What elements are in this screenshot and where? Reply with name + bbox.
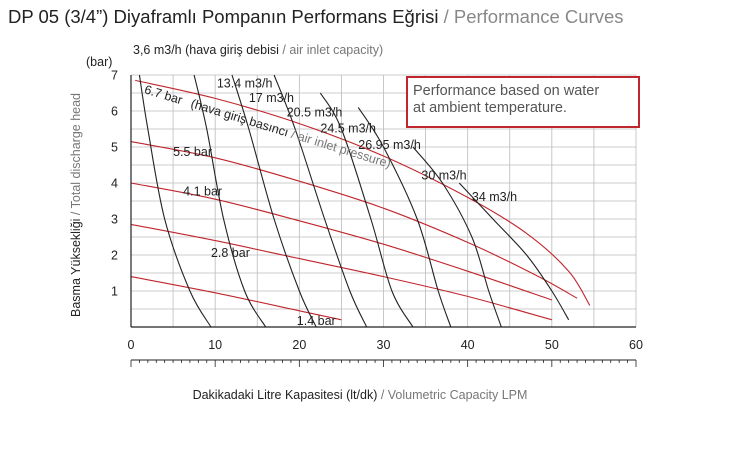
curve-label-34-m3-h: 34 m3/h xyxy=(472,190,517,204)
chart-title-main: DP 05 (3/4”) Diyaframlı Pompanın Perform… xyxy=(8,6,439,27)
curve-label-1-4-bar: 1.4 bar xyxy=(297,314,336,328)
x-tick-label: 10 xyxy=(208,338,222,352)
air-curve-20-5-m3-h xyxy=(273,74,368,328)
x-tick-label: 0 xyxy=(128,338,135,352)
y-tick-label: 6 xyxy=(111,105,118,119)
y-tick-labels: 1 2 3 4 5 6 7 xyxy=(111,69,118,299)
air-inlet-label: 3,6 m3/h (hava giriş debisi / air inlet … xyxy=(133,43,383,57)
y-tick-label: 4 xyxy=(111,177,118,191)
chart-title-sub: Performance Curves xyxy=(453,6,624,27)
y-tick-label: 3 xyxy=(111,213,118,227)
x-axis-label-main: Dakikadaki Litre Kapasitesi (lt/dk) xyxy=(193,388,378,402)
x-tick-label: 50 xyxy=(545,338,559,352)
x-tick-label: 60 xyxy=(629,338,643,352)
curve-label-20-5-m3-h: 20.5 m3/h xyxy=(287,105,343,119)
y-unit-label: (bar) xyxy=(86,55,112,69)
curve-label-26-95-m3-h: 26.95 m3/h xyxy=(358,138,421,152)
note-line-2: at ambient temperature. xyxy=(413,100,567,116)
y-tick-label: 1 xyxy=(111,285,118,299)
pressure-curve-6-7-bar xyxy=(135,79,591,306)
y-axis-label-separator: / xyxy=(69,208,83,218)
air-curve-13-4-m3-h xyxy=(193,74,267,328)
x-axis-label: Dakikadaki Litre Kapasitesi (lt/dk) / Vo… xyxy=(193,388,528,402)
x-axis-label-separator: / xyxy=(377,388,387,402)
air-inlet-label-main: 3,6 m3/h (hava giriş debisi xyxy=(133,43,279,57)
air-curve-26-95-m3-h xyxy=(357,107,452,328)
curve-label-17-m3-h: 17 m3/h xyxy=(249,91,294,105)
pressure-curve-1-4-bar xyxy=(130,276,342,321)
note-box-border xyxy=(406,76,640,128)
x-tick-label: 40 xyxy=(461,338,475,352)
air-inlet-label-sub: air inlet capacity) xyxy=(289,43,383,57)
pressure-curve-4-1-bar xyxy=(130,182,553,301)
chart-title: DP 05 (3/4”) Diyaframlı Pompanın Perform… xyxy=(8,6,624,28)
y-tick-label: 5 xyxy=(111,141,118,155)
curve-label-4-1-bar: 4.1 bar xyxy=(183,185,222,199)
y-axis-label: Basma Yüksekliği / Total discharge head xyxy=(69,93,83,317)
air-inlet-label-separator: / xyxy=(279,43,289,57)
x-tick-label: 20 xyxy=(292,338,306,352)
curve-label-30-m3-h: 30 m3/h xyxy=(421,168,466,182)
note-line-1: Performance based on water xyxy=(413,83,599,99)
y-axis-label-sub: Total discharge head xyxy=(69,93,83,208)
y-tick-label: 2 xyxy=(111,249,118,263)
air-consumption-curves xyxy=(138,74,570,328)
air-curve-34-m3-h xyxy=(458,182,570,321)
air-curve-24-5-m3-h xyxy=(319,92,414,328)
x-axis-label-sub: Volumetric Capacity LPM xyxy=(388,388,528,402)
x-tick-label: 30 xyxy=(377,338,391,352)
curve-label-5-5-bar: 5.5 bar xyxy=(173,145,212,159)
air-pressure-label-separator: / xyxy=(286,126,300,142)
curve-label-2-8-bar: 2.8 bar xyxy=(211,246,250,260)
y-tick-label: 7 xyxy=(111,69,118,83)
curve-label-24-5-m3-h: 24.5 m3/h xyxy=(320,122,376,136)
y-axis-label-main: Basma Yüksekliği xyxy=(69,219,83,317)
chart-title-separator: / xyxy=(438,6,454,27)
air-curve-17-m3-h xyxy=(231,74,317,328)
curve-labels: 13.4 m3/h17 m3/h20.5 m3/h 24.5 m3/h 26.95 … xyxy=(143,77,517,329)
note-box: Performance based on water at ambient te… xyxy=(406,76,640,128)
air-curve-3-6-m3-h xyxy=(138,74,212,328)
curve-label-13-4-m3-h: 13.4 m3/h xyxy=(217,77,273,91)
x-tick-labels: 0 10 20 30 40 50 60 xyxy=(128,338,643,352)
air-curve-30-m3-h xyxy=(412,146,502,328)
pressure-curve-5-5-bar xyxy=(130,141,578,299)
